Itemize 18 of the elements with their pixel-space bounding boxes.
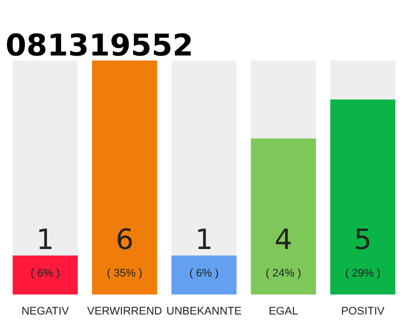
annotation: ( 24% ) <box>266 267 302 280</box>
annotation: ( 6% ) <box>30 267 60 280</box>
x-tick-label: VERWIRREND <box>87 306 162 318</box>
bar <box>171 256 237 294</box>
x-tick-label: UNBEKANNTE <box>166 306 242 318</box>
x-tick-label: POSITIV <box>341 306 386 318</box>
data-label: 1 <box>195 222 213 256</box>
x-tick-label: NEGATIV <box>21 306 70 318</box>
annotation: ( 29% ) <box>345 267 381 280</box>
annotation: ( 35% ) <box>106 267 142 280</box>
data-label: 5 <box>354 222 372 256</box>
data-label: 4 <box>274 222 292 256</box>
bar <box>12 256 78 294</box>
x-tick-label: EGAL <box>268 306 298 318</box>
annotation: ( 6% ) <box>189 267 219 280</box>
chart-title: 081319552 <box>6 28 194 64</box>
data-label: 1 <box>36 222 54 256</box>
data-label: 6 <box>116 222 134 256</box>
